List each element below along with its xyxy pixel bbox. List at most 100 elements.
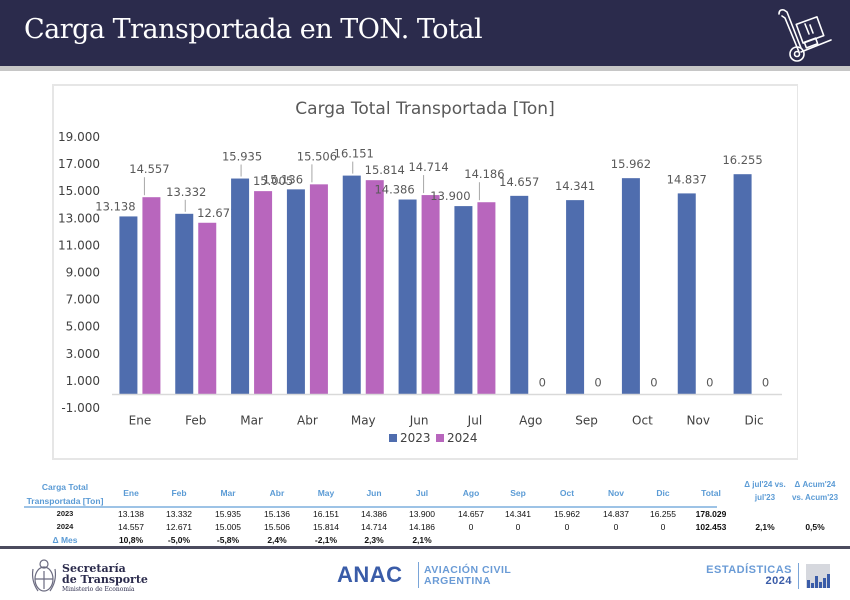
legend-swatch-2023 [389, 434, 397, 442]
table-cell: 15.136 [264, 509, 290, 519]
data-label-2023: 14.386 [374, 183, 414, 197]
delta-acum-header-line1: Δ Acum'24 [794, 480, 836, 489]
table-header-abr: Abr [269, 488, 285, 498]
legend-label-2024: 2024 [447, 431, 478, 445]
bar-2024-ene [142, 197, 161, 395]
anac-subtitle-line1: AVIACIÓN CIVIL [424, 564, 512, 576]
table-header-feb: Feb [171, 488, 187, 498]
x-axis: Ene Feb Mar Abr May Jun Jul Ago Sep Oct Nov Dic [112, 393, 782, 427]
x-tick-label: Mar [240, 413, 263, 427]
table-cell: 14.837 [603, 509, 629, 519]
table-header-oct: Oct [559, 488, 575, 498]
table-header-jun: Jun [366, 488, 382, 498]
table-cell: 16.151 [313, 509, 339, 519]
data-label-2024: 0 [650, 375, 657, 389]
x-tick-label: Jun [409, 413, 429, 427]
table-header-sep: Sep [510, 488, 526, 498]
x-tick-label: Nov [687, 413, 710, 427]
bar-2024-jul [477, 202, 496, 395]
table-header-ago: Ago [462, 488, 480, 498]
table-header-ene: Ene [123, 488, 139, 498]
table-title-line1: Carga Total [41, 482, 89, 492]
data-label-2024: 15.814 [365, 163, 405, 177]
table-total-cell: 102.453 [695, 522, 727, 532]
bars-group: 13.138 14.557 13.332 12.671 15.935 15.00515.1… [95, 147, 769, 395]
anac-separator [418, 562, 419, 588]
table-cell: 13.332 [166, 509, 192, 519]
table-cell: 2,3% [364, 535, 384, 545]
data-label-2024: 0 [762, 375, 769, 389]
table-cell: 15.935 [215, 509, 241, 519]
table-header-rule-right [319, 506, 717, 508]
table-cell: 2,1% [412, 535, 432, 545]
hand-truck-icon [778, 9, 832, 62]
legend-swatch-2024 [436, 434, 444, 442]
delta-month-header-line2: jul'23 [754, 493, 776, 502]
y-tick-label: -1.000 [61, 401, 100, 415]
estadisticas-year: 2024 [765, 575, 792, 587]
header-divider [0, 66, 850, 71]
anac-logo: ANAC [337, 562, 403, 587]
bar-2023-mar [231, 178, 250, 395]
x-tick-label: Jul [467, 413, 482, 427]
x-tick-label: Dic [744, 413, 763, 427]
bar-2023-ene [119, 216, 138, 395]
data-label-2023: 14.341 [555, 179, 595, 193]
table-header-nov: Nov [607, 488, 625, 498]
total-header: Total [701, 488, 721, 498]
table-cell: 15.005 [215, 522, 241, 532]
table-cell: 15.814 [313, 522, 339, 532]
secretaria-line1: Secretaría [62, 562, 126, 575]
data-label-2023: 16.255 [722, 153, 762, 167]
table-cell: 14.341 [505, 509, 531, 519]
data-label-2023: 15.962 [611, 157, 651, 171]
page-title: Carga Transportada en TON. Total [24, 14, 483, 45]
table-cell: 0 [660, 522, 666, 532]
bar-2024-feb [198, 222, 217, 395]
table-row-label: 2023 [56, 509, 74, 518]
secretaria-logo: Secretaría de Transporte [62, 563, 148, 585]
y-tick-label: 17.000 [58, 157, 100, 171]
table-cell: 10,8% [118, 535, 144, 545]
y-tick-label: 7.000 [66, 293, 100, 307]
table-cell: 12.671 [166, 522, 192, 532]
bar-2023-ago [510, 195, 529, 395]
secretaria-line2: de Transporte [62, 573, 148, 586]
coat-of-arms-icon [31, 559, 57, 592]
table-row-label: Δ Mes [52, 535, 78, 545]
bar-2024-jun [421, 195, 440, 395]
data-label-2024: 0 [539, 375, 546, 389]
y-axis: 19.000 17.000 15.000 13.000 11.000 9.000 7.000… [58, 130, 100, 415]
bar-2023-sep [566, 200, 585, 395]
anac-subtitle: AVIACIÓN CIVIL ARGENTINA [424, 565, 511, 586]
bar-2023-jul [454, 206, 473, 395]
table-cell: -2,1% [314, 535, 338, 545]
delta-acum-header-line2: vs. Acum'23 [791, 493, 839, 502]
bar-2024-abr [309, 184, 328, 395]
x-tick-label: Oct [632, 413, 653, 427]
y-tick-label: 9.000 [66, 266, 100, 280]
table-title: Carga Total Transportada [Ton] [10, 480, 120, 508]
data-table: Carga Total Transportada [Ton] Total Δ j… [0, 478, 850, 548]
table-cell: 0 [564, 522, 570, 532]
ministerio-label: Ministerio de Economía [62, 586, 135, 593]
table-cell: 14.657 [458, 509, 484, 519]
data-label-2024: 12.671 [197, 206, 237, 220]
data-label-2024: 14.557 [129, 162, 169, 176]
bar-chart: Carga Total Transportada [Ton] 19.000 17.… [58, 99, 782, 445]
table-cell: 14.557 [118, 522, 144, 532]
table-cell: 0 [613, 522, 619, 532]
table-cell: 2,4% [267, 535, 287, 545]
table-cell: 15.962 [554, 509, 580, 519]
y-tick-label: 3.000 [66, 347, 100, 361]
bar-2023-nov [677, 193, 696, 395]
table-cell: 15.506 [264, 522, 290, 532]
data-label-2023: 16.151 [334, 147, 374, 161]
estadisticas-label: ESTADÍSTICAS 2024 [700, 565, 792, 587]
table-cell: 14.714 [361, 522, 387, 532]
y-tick-label: 1.000 [66, 374, 100, 388]
x-tick-label: Abr [297, 413, 318, 427]
table-header-may: May [317, 488, 335, 498]
table-header-mar: Mar [220, 488, 236, 498]
table-cell: 0 [515, 522, 521, 532]
